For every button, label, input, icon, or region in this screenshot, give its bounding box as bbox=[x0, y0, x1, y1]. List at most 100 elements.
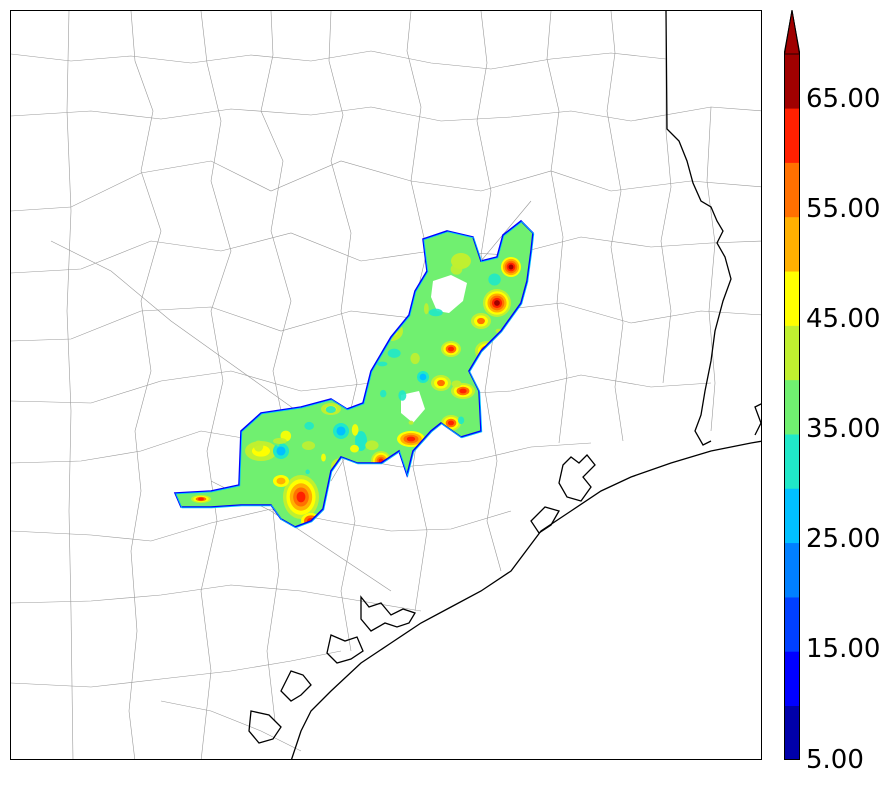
precip-speckle bbox=[325, 298, 336, 305]
precip-speckle bbox=[382, 250, 393, 258]
colorbar-label-55: 55.00 bbox=[806, 194, 881, 224]
precip-speckle bbox=[450, 263, 463, 275]
precip-speckle bbox=[336, 327, 350, 337]
precip-cell bbox=[197, 497, 205, 501]
precip-speckle bbox=[387, 236, 394, 246]
colorbar-segment bbox=[784, 379, 800, 435]
county-line bbox=[11, 584, 422, 612]
precip-speckle bbox=[387, 348, 401, 358]
county-line bbox=[200, 11, 232, 759]
precip-speckle bbox=[261, 313, 272, 326]
precip-field-base bbox=[175, 221, 533, 527]
precip-speckle bbox=[457, 416, 465, 425]
colorbar-segment bbox=[784, 705, 800, 760]
precip-cell bbox=[406, 436, 416, 442]
precip-speckle bbox=[512, 460, 518, 467]
precip-cell bbox=[447, 420, 455, 426]
precip-cell bbox=[296, 491, 306, 503]
precip-speckle bbox=[523, 359, 533, 368]
county-line bbox=[706, 106, 716, 432]
county-line bbox=[160, 700, 302, 752]
precip-speckle bbox=[480, 446, 494, 451]
map-canvas bbox=[11, 11, 761, 759]
precip-speckle bbox=[410, 352, 420, 365]
precip-speckle bbox=[238, 332, 248, 338]
coastline-segment bbox=[360, 595, 416, 632]
precip-cell bbox=[459, 388, 467, 394]
coastline-segment bbox=[290, 440, 761, 759]
precip-speckle bbox=[261, 248, 269, 253]
coastline-segment bbox=[326, 634, 364, 664]
coastline-segment bbox=[280, 670, 312, 702]
county-line bbox=[11, 50, 667, 70]
precip-speckle bbox=[349, 444, 360, 453]
colorbar-label-35: 35.00 bbox=[806, 414, 881, 444]
colorbar-segment bbox=[784, 488, 800, 544]
precip-field bbox=[173, 219, 535, 529]
precip-speckle bbox=[488, 273, 501, 286]
colorbar-segment bbox=[784, 542, 800, 598]
precip-speckle bbox=[316, 327, 328, 336]
precip-speckle bbox=[428, 308, 443, 317]
precip-speckle bbox=[522, 419, 533, 425]
precip-field-edge bbox=[173, 219, 534, 528]
precip-field-gap bbox=[401, 391, 425, 423]
precip-speckle bbox=[398, 235, 406, 241]
colorbar-segment bbox=[784, 54, 800, 109]
county-line bbox=[11, 302, 761, 342]
precip-speckle bbox=[273, 437, 287, 445]
colorbar-segment bbox=[784, 271, 800, 326]
colorbar-segment bbox=[784, 162, 800, 218]
precip-speckle bbox=[381, 487, 390, 500]
county-line bbox=[66, 11, 74, 759]
county-line bbox=[11, 106, 761, 122]
precip-speckle bbox=[504, 359, 514, 364]
colorbar-extend-arrow bbox=[784, 10, 800, 55]
colorbar-outline bbox=[784, 10, 800, 760]
colorbar-label-25: 25.00 bbox=[806, 524, 881, 554]
coastline-segment bbox=[248, 710, 282, 744]
precip-speckle bbox=[451, 380, 462, 388]
precip-cell bbox=[276, 446, 286, 456]
precip-speckle bbox=[336, 329, 350, 336]
precip-speckle bbox=[501, 383, 512, 395]
precip-speckle bbox=[267, 346, 276, 351]
coastline-segment bbox=[558, 454, 596, 502]
county-line bbox=[11, 508, 512, 542]
colorbar-segment bbox=[784, 325, 800, 381]
precip-speckle bbox=[442, 506, 451, 514]
colorbar-segment bbox=[784, 651, 800, 706]
county-line bbox=[546, 11, 568, 444]
precip-speckle bbox=[492, 346, 504, 357]
precip-speckle bbox=[492, 363, 503, 372]
precip-cell bbox=[477, 317, 485, 325]
precip-cell bbox=[419, 373, 427, 381]
precip-cell bbox=[437, 379, 445, 387]
precip-cell bbox=[494, 300, 500, 306]
precip-speckle bbox=[301, 441, 316, 450]
precip-speckle bbox=[259, 267, 273, 278]
precip-speckle bbox=[285, 243, 299, 249]
precip-cell bbox=[508, 264, 514, 270]
precip-speckle bbox=[261, 240, 273, 250]
colorbar-label-15: 15.00 bbox=[806, 634, 881, 664]
precip-speckle bbox=[300, 409, 315, 417]
precip-speckle bbox=[365, 503, 374, 513]
precip-speckle bbox=[365, 440, 379, 451]
colorbar bbox=[784, 10, 800, 760]
precip-speckle bbox=[304, 421, 314, 430]
precip-speckle bbox=[516, 495, 528, 505]
county-line bbox=[660, 11, 672, 384]
coastline-segment bbox=[530, 506, 560, 534]
map-panel bbox=[10, 10, 762, 760]
precip-cell bbox=[355, 431, 367, 451]
precip-speckle bbox=[325, 406, 336, 413]
county-line bbox=[11, 232, 761, 274]
precip-speckle bbox=[394, 242, 401, 251]
precip-speckle bbox=[321, 453, 326, 462]
precip-speckle bbox=[273, 458, 281, 464]
precip-speckle bbox=[363, 248, 374, 258]
precip-field-edge-inner bbox=[175, 221, 535, 529]
precip-field-gap bbox=[431, 275, 467, 313]
precip-speckle bbox=[398, 390, 407, 401]
